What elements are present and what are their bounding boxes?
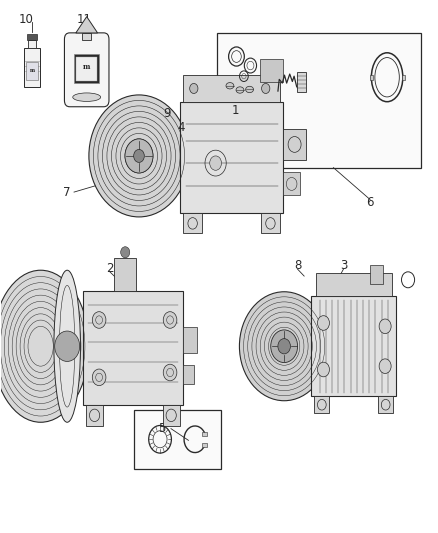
Bar xyxy=(261,213,280,233)
Circle shape xyxy=(92,369,106,386)
Bar xyxy=(83,291,183,405)
Bar xyxy=(86,405,103,426)
Text: 8: 8 xyxy=(294,259,301,272)
Bar xyxy=(283,173,300,196)
Circle shape xyxy=(379,359,391,374)
Bar xyxy=(202,443,208,447)
Circle shape xyxy=(240,292,329,401)
Ellipse shape xyxy=(226,83,234,89)
Bar xyxy=(183,213,202,233)
Bar xyxy=(316,273,392,296)
Bar xyxy=(283,130,306,159)
Text: m: m xyxy=(83,63,90,71)
Circle shape xyxy=(163,312,177,328)
Bar xyxy=(217,33,421,168)
Circle shape xyxy=(163,364,177,381)
Circle shape xyxy=(125,139,153,173)
Bar xyxy=(370,264,384,285)
Bar xyxy=(378,396,393,414)
Bar xyxy=(180,102,283,213)
Bar xyxy=(26,62,39,80)
Bar xyxy=(183,327,197,353)
Bar xyxy=(28,40,36,49)
Bar xyxy=(314,396,329,414)
Circle shape xyxy=(55,331,80,361)
Text: 7: 7 xyxy=(64,185,71,199)
Circle shape xyxy=(271,330,297,362)
Bar xyxy=(76,56,97,81)
Ellipse shape xyxy=(0,270,89,422)
Bar xyxy=(74,54,99,83)
Circle shape xyxy=(318,316,329,330)
Circle shape xyxy=(261,84,270,93)
FancyBboxPatch shape xyxy=(64,33,109,107)
Circle shape xyxy=(210,156,222,170)
Ellipse shape xyxy=(54,270,81,422)
Circle shape xyxy=(121,247,130,258)
Bar xyxy=(134,410,221,469)
Text: 11: 11 xyxy=(77,13,92,26)
Bar xyxy=(24,49,40,86)
Bar xyxy=(162,405,180,426)
Text: 4: 4 xyxy=(177,120,185,134)
Bar xyxy=(202,432,208,436)
Circle shape xyxy=(134,149,145,163)
Bar xyxy=(114,258,136,291)
Text: 1: 1 xyxy=(232,104,239,117)
Circle shape xyxy=(89,95,189,217)
Text: 3: 3 xyxy=(340,259,347,272)
Bar xyxy=(183,75,280,102)
Bar xyxy=(402,75,405,80)
Text: m: m xyxy=(30,68,35,72)
Bar xyxy=(311,296,396,396)
Bar xyxy=(370,75,373,80)
Bar xyxy=(82,33,92,41)
Ellipse shape xyxy=(236,87,244,93)
Text: 10: 10 xyxy=(18,13,33,26)
Circle shape xyxy=(379,319,391,334)
Text: 2: 2 xyxy=(106,262,113,275)
Bar xyxy=(183,365,194,384)
Bar xyxy=(297,72,306,92)
Bar xyxy=(27,34,37,40)
Text: 6: 6 xyxy=(366,196,374,209)
Ellipse shape xyxy=(246,86,254,93)
Bar xyxy=(260,59,283,82)
Circle shape xyxy=(92,312,106,328)
Text: 5: 5 xyxy=(158,422,165,435)
Circle shape xyxy=(318,362,329,377)
Circle shape xyxy=(190,84,198,93)
Polygon shape xyxy=(76,17,98,33)
Text: 9: 9 xyxy=(164,107,171,120)
Circle shape xyxy=(278,338,290,354)
Ellipse shape xyxy=(73,93,101,101)
